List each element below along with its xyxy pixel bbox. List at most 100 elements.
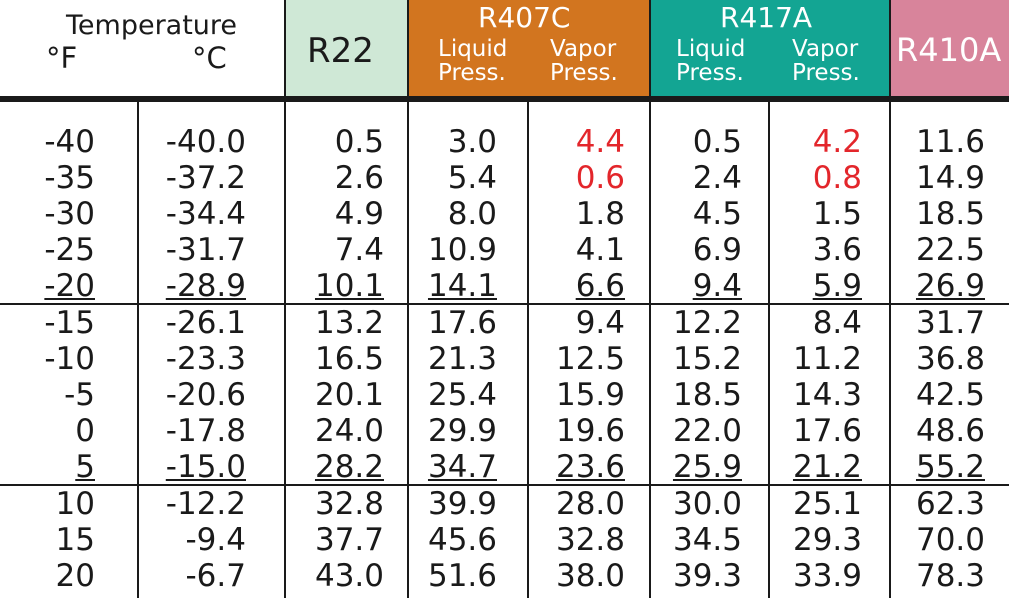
cell-r417a-liquid: 6.9: [692, 232, 742, 268]
cell-r22: 0.5: [334, 124, 384, 160]
cell-fahrenheit: 20: [55, 558, 95, 594]
cell-r407c-liquid: 25.4: [427, 377, 497, 413]
cell-celsius: -9.4: [185, 522, 247, 558]
r407c-label: R407C: [478, 1, 571, 34]
cell-celsius: -17.8: [165, 413, 246, 449]
column-divider: [889, 0, 891, 598]
cell-r407c-vapor: 23.6: [555, 449, 625, 485]
cell-r407c-vapor: 32.8: [555, 522, 625, 558]
cell-r407c-liquid: 10.9: [427, 232, 497, 268]
cell-r407c-vapor: 19.6: [555, 413, 625, 449]
cell-r407c-liquid: 51.6: [427, 558, 497, 594]
cell-r407c-liquid: 21.3: [427, 341, 497, 377]
r22-label: R22: [307, 31, 374, 71]
cell-r407c-vapor: 0.6: [575, 160, 625, 196]
cell-fahrenheit: -25: [44, 232, 95, 268]
cell-r417a-vapor: 21.2: [792, 449, 862, 485]
temperature-label: Temperature: [66, 10, 238, 41]
r410a-header: R410A: [890, 0, 1009, 96]
cell-r410a: 62.3: [915, 486, 985, 522]
r407c-liquid-label: Liquid: [438, 36, 508, 62]
cell-celsius: -31.7: [165, 232, 246, 268]
cell-r417a-vapor: 1.5: [812, 196, 862, 232]
r407c-liquid-press-label: Press.: [438, 60, 506, 86]
cell-celsius: -15.0: [165, 449, 246, 485]
cell-r407c-liquid: 8.0: [447, 196, 497, 232]
r407c-vapor-label: Vapor: [550, 36, 617, 62]
cell-r417a-liquid: 4.5: [692, 196, 742, 232]
r417a-vapor-label: Vapor: [792, 36, 859, 62]
cell-r410a: 42.5: [915, 377, 985, 413]
cell-r407c-liquid: 39.9: [427, 486, 497, 522]
cell-r22: 4.9: [334, 196, 384, 232]
cell-r410a: 14.9: [915, 160, 985, 196]
column-divider: [284, 0, 286, 598]
cell-r417a-vapor: 14.3: [792, 377, 862, 413]
cell-r417a-liquid: 25.9: [672, 449, 742, 485]
cell-r410a: 22.5: [915, 232, 985, 268]
cell-r417a-liquid: 0.5: [692, 124, 742, 160]
cell-fahrenheit: -30: [44, 196, 95, 232]
cell-r417a-liquid: 30.0: [672, 486, 742, 522]
fahrenheit-label: °F: [46, 41, 78, 75]
cell-r407c-vapor: 28.0: [555, 486, 625, 522]
cell-r417a-liquid: 2.4: [692, 160, 742, 196]
cell-r407c-liquid: 3.0: [447, 124, 497, 160]
cell-r417a-vapor: 33.9: [792, 558, 862, 594]
cell-fahrenheit: -35: [44, 160, 95, 196]
cell-r407c-liquid: 29.9: [427, 413, 497, 449]
column-divider: [407, 0, 409, 598]
cell-celsius: -37.2: [165, 160, 246, 196]
cell-fahrenheit: -5: [64, 377, 95, 413]
cell-r407c-liquid: 14.1: [427, 268, 497, 304]
cell-r417a-vapor: 17.6: [792, 413, 862, 449]
cell-r417a-liquid: 39.3: [672, 558, 742, 594]
cell-r417a-vapor: 25.1: [792, 486, 862, 522]
column-divider: [137, 96, 139, 598]
cell-r407c-vapor: 4.1: [575, 232, 625, 268]
column-divider: [768, 96, 770, 598]
cell-celsius: -6.7: [185, 558, 247, 594]
cell-r417a-liquid: 18.5: [672, 377, 742, 413]
cell-r22: 37.7: [314, 522, 384, 558]
cell-celsius: -12.2: [165, 486, 246, 522]
celsius-label: °C: [192, 41, 227, 75]
cell-r22: 7.4: [334, 232, 384, 268]
group-divider-2: [0, 484, 1009, 486]
cell-r407c-liquid: 5.4: [447, 160, 497, 196]
column-divider: [649, 0, 651, 598]
cell-r407c-liquid: 17.6: [427, 305, 497, 341]
cell-r410a: 36.8: [915, 341, 985, 377]
cell-r417a-liquid: 22.0: [672, 413, 742, 449]
cell-r410a: 11.6: [915, 124, 985, 160]
temperature-header: Temperature °F °C: [0, 0, 285, 96]
cell-r410a: 55.2: [915, 449, 985, 485]
cell-r417a-vapor: 0.8: [812, 160, 862, 196]
cell-r417a-liquid: 12.2: [672, 305, 742, 341]
r417a-header: R417A Liquid Press. Vapor Press.: [650, 0, 890, 96]
cell-r407c-vapor: 1.8: [575, 196, 625, 232]
cell-fahrenheit: -15: [44, 305, 95, 341]
cell-celsius: -26.1: [165, 305, 246, 341]
cell-r410a: 26.9: [915, 268, 985, 304]
cell-r417a-vapor: 29.3: [792, 522, 862, 558]
cell-r407c-vapor: 9.4: [575, 305, 625, 341]
r417a-vapor-press-label: Press.: [792, 60, 860, 86]
cell-r22: 10.1: [314, 268, 384, 304]
cell-r407c-liquid: 45.6: [427, 522, 497, 558]
r410a-label: R410A: [896, 31, 1002, 69]
cell-celsius: -28.9: [165, 268, 246, 304]
r417a-liquid-label: Liquid: [676, 36, 746, 62]
cell-celsius: -34.4: [165, 196, 246, 232]
r407c-header: R407C Liquid Press. Vapor Press.: [408, 0, 650, 96]
cell-fahrenheit: 10: [55, 486, 95, 522]
cell-r410a: 31.7: [915, 305, 985, 341]
cell-r417a-liquid: 9.4: [692, 268, 742, 304]
cell-r410a: 78.3: [915, 558, 985, 594]
column-divider: [527, 96, 529, 598]
cell-r410a: 48.6: [915, 413, 985, 449]
group-divider-1: [0, 303, 1009, 305]
header-divider: [0, 96, 1009, 102]
cell-r417a-vapor: 4.2: [812, 124, 862, 160]
cell-r22: 16.5: [314, 341, 384, 377]
